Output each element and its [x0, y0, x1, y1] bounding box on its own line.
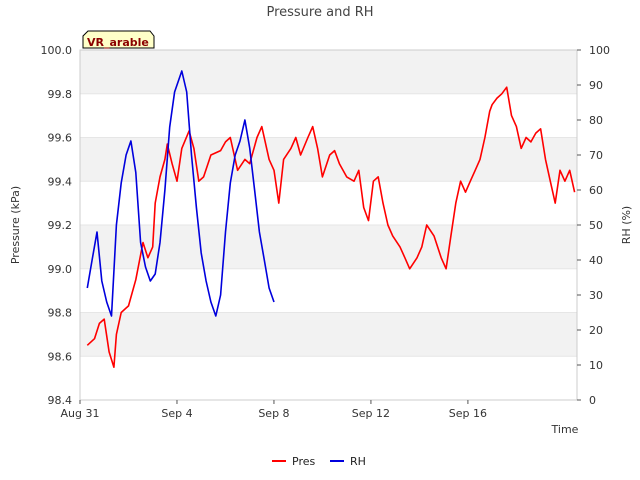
- legend: Pres RH: [272, 455, 366, 468]
- y-tick-right: 0: [589, 394, 596, 407]
- right-axis-ticks: 0 10 20 30 40 50 60 70 80 90 100: [577, 44, 610, 407]
- x-axis-title: Time: [551, 423, 579, 436]
- x-tick-label: Aug 31: [61, 407, 100, 420]
- band-3: [80, 50, 577, 94]
- x-tick-label: Sep 8: [258, 407, 289, 420]
- site-label: VR_arable: [87, 36, 149, 49]
- y-tick-right: 90: [589, 79, 603, 92]
- band-1: [80, 225, 577, 269]
- y-tick-left: 99.6: [48, 132, 73, 145]
- y-tick-right: 20: [589, 324, 603, 337]
- y-tick-right: 70: [589, 149, 603, 162]
- x-tick-label: Sep 4: [161, 407, 192, 420]
- y-tick-right: 40: [589, 254, 603, 267]
- y-tick-left: 99.0: [48, 263, 73, 276]
- y-tick-right: 10: [589, 359, 603, 372]
- x-tick-label: Sep 12: [352, 407, 390, 420]
- chart-title: Pressure and RH: [266, 5, 373, 20]
- y-tick-right: 30: [589, 289, 603, 302]
- y-tick-left: 98.6: [48, 350, 73, 363]
- site-label-box: VR_arable: [82, 30, 155, 49]
- y-tick-left: 98.4: [48, 394, 73, 407]
- band-0: [80, 312, 577, 357]
- y-tick-left: 100.0: [41, 44, 73, 57]
- left-axis-ticks: 98.4 98.6 98.8 99.0 99.2 99.4 99.6 99.8 100.0: [41, 44, 73, 407]
- y-tick-left: 99.4: [48, 175, 73, 188]
- y-tick-right: 60: [589, 184, 603, 197]
- series-lines: [86, 70, 576, 369]
- y-axis-title-right: RH (%): [620, 206, 633, 244]
- legend-pres-label: Pres: [292, 455, 315, 468]
- x-axis-ticks: Aug 31 Sep 4 Sep 8 Sep 12 Sep 16: [61, 400, 487, 420]
- y-tick-right: 50: [589, 219, 603, 232]
- series-line-pres: [86, 86, 576, 369]
- background-bands: [80, 50, 577, 357]
- y-tick-left: 99.8: [48, 88, 73, 101]
- series-line-rh: [86, 70, 275, 317]
- y-axis-title-left: Pressure (kPa): [9, 186, 22, 264]
- y-tick-left: 99.2: [48, 219, 73, 232]
- y-tick-right: 100: [589, 44, 610, 57]
- y-tick-right: 80: [589, 114, 603, 127]
- x-tick-label: Sep 16: [449, 407, 487, 420]
- y-tick-left: 98.8: [48, 307, 73, 320]
- legend-rh-label: RH: [350, 455, 366, 468]
